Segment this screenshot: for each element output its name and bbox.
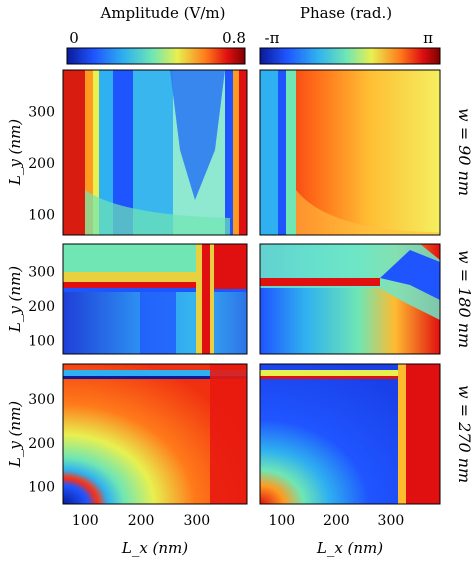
phase-colorbar <box>259 47 441 65</box>
panel-phase-w180 <box>259 243 441 355</box>
y-tick-label-row1-300: 300 <box>28 104 55 120</box>
panel-phase-w270 <box>259 363 441 505</box>
amplitude-colorbar-max-label: 0.8 <box>222 29 246 47</box>
panel-amplitude-w180 <box>62 243 248 355</box>
phase-colorbar-max-label: π <box>423 29 433 47</box>
y-tick-label-row1-100: 100 <box>28 207 55 223</box>
y-tick-label-row2-300: 300 <box>28 265 55 281</box>
panel-amplitude-w270 <box>62 363 248 505</box>
y-tick-label-row2-100: 100 <box>28 333 55 349</box>
y-axis-label-row1: L_y (nm) <box>6 119 24 186</box>
y-tick-label-row3-200: 200 <box>28 436 55 452</box>
amplitude-colorbar-min-label: 0 <box>69 29 79 47</box>
row-label-w180: w = 180 nm <box>455 250 474 348</box>
amplitude-colorbar <box>66 47 246 65</box>
y-tick-label-row3-100: 100 <box>28 480 55 496</box>
amplitude-column-title: Amplitude (V/m) <box>99 4 225 22</box>
row-label-w270: w = 270 nm <box>455 385 474 483</box>
y-axis-label-row2: L_y (nm) <box>6 266 24 333</box>
x-tick-label-amplitude-200: 200 <box>128 513 155 529</box>
x-tick-label-phase-200: 200 <box>323 513 350 529</box>
phase-colorbar-min-label: -π <box>265 29 280 47</box>
phase-column-title: Phase (rad.) <box>300 4 392 22</box>
x-tick-label-amplitude-300: 300 <box>183 513 210 529</box>
row-label-w90: w = 90 nm <box>455 108 474 196</box>
x-axis-label-amplitude: L_x (nm) <box>121 539 188 557</box>
tick-labels: 100 100 100 200 200 200 300 300 300 100 100 200 200 3… <box>28 104 404 529</box>
x-tick-label-phase-100: 100 <box>268 513 295 529</box>
y-tick-label-row1-200: 200 <box>28 156 55 172</box>
y-tick-label-row2-200: 200 <box>28 299 55 315</box>
x-axis-label-phase: L_x (nm) <box>316 539 383 557</box>
panel-amplitude-w90 <box>62 69 248 236</box>
y-axis-label-row3: L_y (nm) <box>6 401 24 468</box>
y-tick-label-row3-300: 300 <box>28 392 55 408</box>
x-tick-label-phase-300: 300 <box>378 513 405 529</box>
x-tick-label-amplitude-100: 100 <box>72 513 99 529</box>
panel-phase-w90 <box>259 69 441 236</box>
